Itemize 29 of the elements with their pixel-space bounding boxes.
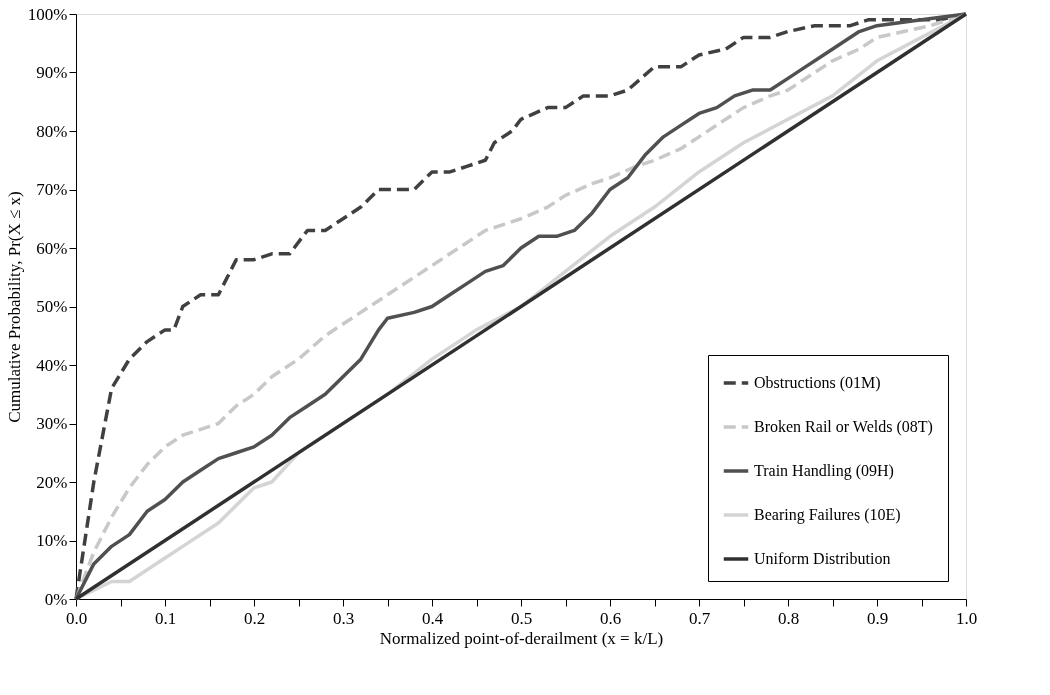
y-tick-label: 20% xyxy=(36,472,68,492)
legend-label: Broken Rail or Welds (08T) xyxy=(754,418,933,436)
legend-label: Bearing Failures (10E) xyxy=(754,506,901,524)
x-tick-label: 0.3 xyxy=(332,608,355,628)
x-tick-label: 1.0 xyxy=(955,608,978,628)
x-tick-label: 0.5 xyxy=(510,608,533,628)
y-tick-label: 80% xyxy=(36,121,68,141)
x-tick-label: 0.9 xyxy=(866,608,889,628)
x-tick-label: 0.1 xyxy=(154,608,177,628)
y-tick-label: 50% xyxy=(36,297,68,316)
y-tick-label: 90% xyxy=(36,63,68,82)
x-tick-label: 0.0 xyxy=(65,608,88,628)
y-tick-label: 70% xyxy=(36,180,68,199)
x-tick-label: 0.4 xyxy=(421,608,444,628)
x-tick-label: 0.7 xyxy=(688,608,711,628)
y-tick-label: 40% xyxy=(36,355,68,375)
y-tick-label: 60% xyxy=(36,238,68,258)
x-tick-label: 0.6 xyxy=(599,608,622,628)
y-tick-label: 30% xyxy=(36,414,68,433)
legend-label: Obstructions (01M) xyxy=(754,374,881,392)
x-tick-label: 0.8 xyxy=(777,608,800,628)
x-axis-title: Normalized point-of-derailment (x = k/L) xyxy=(379,628,664,648)
y-axis-title: Cumulative Probability, Pr(X ≤ x) xyxy=(4,191,24,423)
y-tick-label: 0% xyxy=(44,589,68,609)
legend-label: Train Handling (09H) xyxy=(754,462,894,480)
legend-label: Uniform Distribution xyxy=(754,550,891,567)
y-tick-label: 100% xyxy=(27,4,68,24)
x-tick-label: 0.2 xyxy=(243,608,266,628)
y-tick-label: 10% xyxy=(36,531,68,550)
